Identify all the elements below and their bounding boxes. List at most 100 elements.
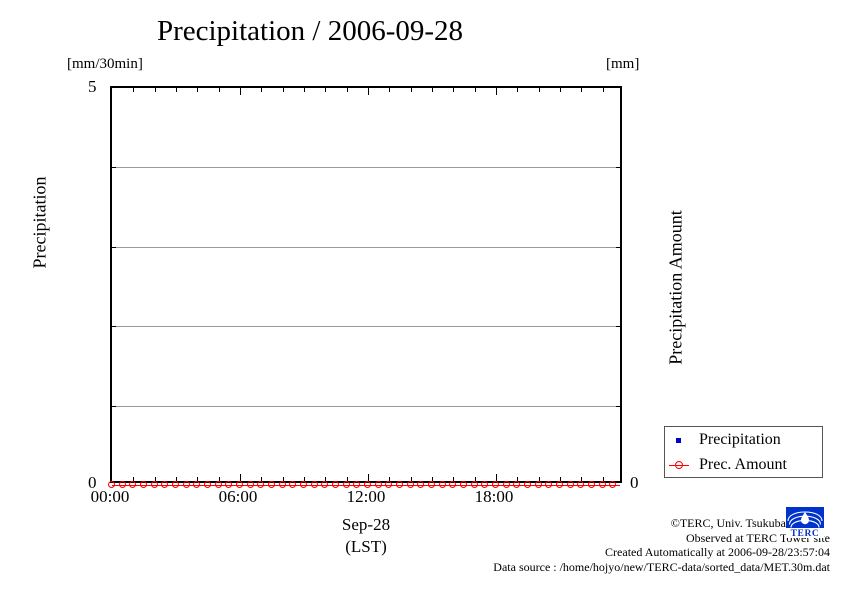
tick-top bbox=[411, 88, 412, 92]
tick-top bbox=[283, 88, 284, 92]
data-point-marker bbox=[300, 481, 307, 488]
tick-top bbox=[219, 88, 220, 92]
data-point-marker bbox=[524, 481, 531, 488]
tick-bottom bbox=[475, 477, 476, 481]
data-point-marker bbox=[108, 481, 115, 488]
data-point-marker bbox=[214, 481, 222, 488]
x-axis-title: Sep-28 (LST) bbox=[0, 514, 732, 558]
tick-top bbox=[368, 88, 369, 95]
data-point-marker bbox=[150, 481, 158, 488]
tick-top bbox=[197, 88, 198, 92]
tick-top bbox=[496, 88, 497, 95]
y-axis-right-tick-bottom: 0 bbox=[630, 473, 639, 492]
tick-right bbox=[616, 247, 620, 248]
data-point-marker bbox=[481, 481, 489, 488]
footer-line-created: Created Automatically at 2006-09-28/23:5… bbox=[605, 545, 830, 559]
tick-left bbox=[112, 406, 116, 407]
x-axis-title-date: Sep-28 bbox=[341, 515, 391, 534]
legend-label-prec-amount: Prec. Amount bbox=[699, 456, 787, 473]
data-point-marker bbox=[268, 481, 275, 488]
tick-bottom bbox=[155, 477, 156, 481]
tick-bottom bbox=[368, 474, 369, 481]
x-axis-tick-label: 06:00 bbox=[218, 487, 258, 506]
tick-top bbox=[581, 88, 582, 92]
data-point-marker bbox=[257, 481, 265, 488]
data-point-marker bbox=[246, 481, 254, 488]
tick-bottom bbox=[219, 477, 220, 481]
tick-top bbox=[155, 88, 156, 92]
legend-item-precipitation: Precipitation bbox=[665, 427, 822, 453]
data-point-marker bbox=[278, 481, 286, 488]
tick-left bbox=[112, 247, 116, 248]
data-point-marker bbox=[449, 481, 457, 488]
tick-bottom bbox=[133, 477, 134, 481]
data-point-marker bbox=[193, 481, 201, 488]
footer-line-copyright: ©TERC, Univ. Tsukuba bbox=[670, 516, 786, 530]
data-point-marker bbox=[225, 481, 233, 488]
tick-right bbox=[616, 406, 620, 407]
tick-top bbox=[261, 88, 262, 92]
y-axis-left-title: Precipitation bbox=[29, 176, 50, 269]
gridline bbox=[112, 167, 620, 168]
data-point-marker bbox=[502, 481, 510, 488]
tick-bottom bbox=[560, 477, 561, 481]
tick-bottom bbox=[432, 477, 433, 481]
data-point-marker bbox=[428, 481, 435, 488]
tick-bottom bbox=[261, 477, 262, 481]
tick-bottom bbox=[539, 477, 540, 481]
data-point-marker bbox=[172, 481, 179, 488]
tick-top bbox=[347, 88, 348, 92]
data-point-marker bbox=[460, 481, 467, 488]
tick-bottom bbox=[581, 477, 582, 481]
data-point-marker bbox=[534, 481, 542, 488]
tick-top bbox=[304, 88, 305, 92]
chart-title: Precipitation / 2006-09-28 bbox=[156, 15, 464, 47]
data-point-marker bbox=[310, 481, 318, 488]
tick-top bbox=[176, 88, 177, 92]
data-point-marker bbox=[353, 481, 361, 488]
data-point-marker bbox=[396, 481, 403, 488]
gridline bbox=[112, 326, 620, 327]
terc-logo: TERC bbox=[786, 507, 824, 539]
y-axis-right-title: Precipitation Amount bbox=[665, 210, 686, 365]
y-axis-left-tick-top: 5 bbox=[88, 77, 97, 96]
x-axis-tick-label: 00:00 bbox=[90, 487, 130, 506]
data-point-marker bbox=[374, 481, 382, 488]
data-point-marker bbox=[566, 481, 574, 488]
tick-bottom bbox=[603, 477, 604, 481]
data-point-marker bbox=[556, 481, 563, 488]
data-point-marker bbox=[332, 481, 339, 488]
tick-top bbox=[240, 88, 241, 95]
tick-top bbox=[539, 88, 540, 92]
gridline bbox=[112, 406, 620, 407]
footer-credits: ©TERC, Univ. Tsukuba Observed at TERC To… bbox=[330, 516, 830, 574]
data-point-marker bbox=[182, 481, 190, 488]
tick-bottom bbox=[389, 477, 390, 481]
data-point-marker bbox=[406, 481, 414, 488]
legend-item-prec-amount: Prec. Amount bbox=[665, 452, 822, 478]
tick-bottom bbox=[240, 474, 241, 481]
tick-bottom bbox=[304, 477, 305, 481]
tick-bottom bbox=[325, 477, 326, 481]
tick-right bbox=[616, 326, 620, 327]
tick-left bbox=[112, 167, 116, 168]
right-axis-unit-label: [mm] bbox=[606, 56, 640, 72]
tick-top bbox=[133, 88, 134, 92]
tick-top bbox=[560, 88, 561, 92]
tick-bottom bbox=[283, 477, 284, 481]
legend-marker-square-icon bbox=[665, 430, 699, 450]
data-point-marker bbox=[129, 481, 137, 488]
tick-bottom bbox=[197, 477, 198, 481]
tick-top bbox=[325, 88, 326, 92]
data-point-marker bbox=[161, 481, 169, 488]
tick-top bbox=[389, 88, 390, 92]
data-point-marker bbox=[492, 481, 499, 488]
plot-area bbox=[108, 86, 622, 488]
data-point-marker bbox=[204, 481, 211, 488]
tick-bottom bbox=[453, 477, 454, 481]
data-point-marker bbox=[577, 481, 585, 488]
data-point-marker bbox=[236, 481, 243, 488]
x-axis-tick-label: 18:00 bbox=[474, 487, 514, 506]
data-point-marker bbox=[321, 481, 329, 488]
tick-bottom bbox=[496, 474, 497, 481]
